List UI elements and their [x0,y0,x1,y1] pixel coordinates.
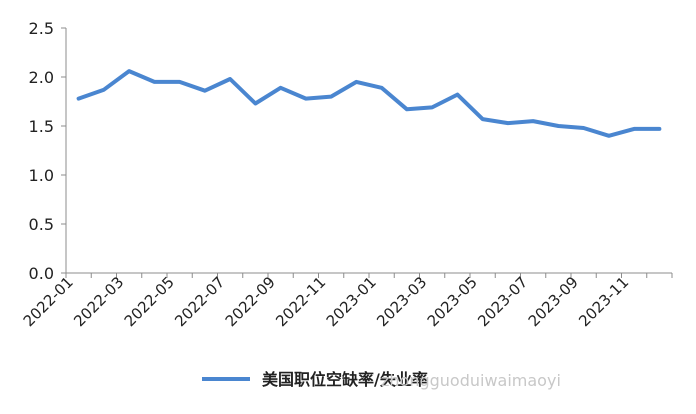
legend: 美国职位空缺率/失业率 [202,370,428,389]
y-axis-ticks: 0.0 0.5 1.0 1.5 2.0 2.5 [29,19,66,283]
data-point [279,86,282,89]
x-tick-label: 2022-09 [222,273,279,330]
x-tick-label: 2023-11 [575,273,632,330]
data-point [304,97,307,100]
watermark-text: zhongguoduiwaimaoyi [381,371,561,390]
y-tick-label: 0.5 [29,215,54,234]
y-tick-label: 2.0 [29,68,54,87]
y-tick-label: 1.5 [29,117,54,136]
y-tick-label: 1.0 [29,166,54,185]
data-point [431,106,434,109]
data-point [178,80,181,83]
data-point [405,108,408,111]
data-point [153,80,156,83]
x-tick-label: 2023-01 [323,273,380,330]
data-point [102,88,105,91]
x-tick-label: 2023-03 [373,273,430,330]
data-point [658,127,661,130]
data-point [481,118,484,121]
data-point [229,77,232,80]
x-tick-label: 2023-05 [424,273,481,330]
x-tick-label: 2022-07 [171,273,228,330]
y-tick-label: 2.5 [29,19,54,38]
data-point [607,134,610,137]
data-point [557,125,560,128]
data-point [532,120,535,123]
legend-label: 美国职位空缺率/失业率 [262,370,428,389]
axes [65,28,672,274]
data-point [330,95,333,98]
x-axis-ticks: 2022-012022-032022-052022-072022-092022-… [20,273,673,330]
data-point [456,93,459,96]
x-tick-label: 2022-03 [70,273,127,330]
x-tick-label: 2023-07 [474,273,531,330]
data-point [633,127,636,130]
x-tick-label: 2023-09 [525,273,582,330]
y-tick-label: 0.0 [29,264,54,283]
series-line [76,69,662,138]
series-group [76,69,662,138]
data-point [582,126,585,129]
data-point [128,70,131,73]
x-tick-label: 2022-05 [121,273,178,330]
data-point [254,102,257,105]
data-point [203,89,206,92]
data-point [380,86,383,89]
data-point [355,80,358,83]
x-tick-label: 2022-11 [272,273,329,330]
data-point [506,122,509,125]
data-point [77,97,80,100]
